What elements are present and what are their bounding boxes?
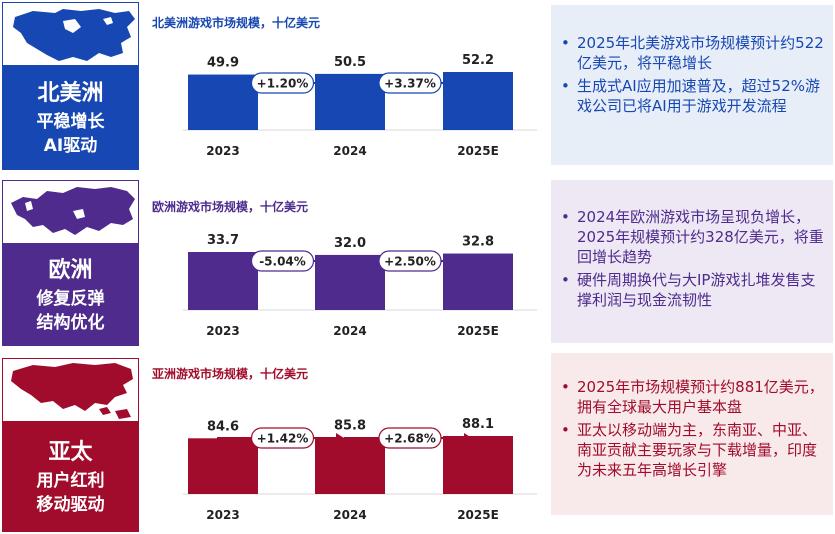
- x-tick-label: 2024: [333, 508, 366, 522]
- bullet-item: 亚太以移动端为主，东南亚、中亚、南亚贡献主要玩家与下载增量，印度为未来五年高增长…: [559, 420, 827, 480]
- bar-value-label: 32.8: [462, 235, 494, 250]
- asia-pacific-map-icon: [11, 363, 133, 419]
- region-asia-pacific: 亚太 用户红利 移动驱动 亚洲游戏市场规模，十亿美元 84.6 2023 85.8 2…: [0, 353, 835, 534]
- x-tick-label: 2025E: [457, 324, 499, 338]
- growth-arrow-head: [464, 433, 472, 443]
- bar: [443, 253, 513, 310]
- growth-pill: [378, 250, 442, 272]
- bar: [315, 437, 385, 494]
- growth-arrow-head: [464, 256, 472, 266]
- north-america-map-icon: [13, 9, 135, 61]
- region-name: 欧洲: [48, 258, 93, 283]
- bar-value-label: 85.8: [334, 419, 366, 434]
- bullet-panel: 2025年北美游戏市场规模预计约522亿美元，将平稳增长 生成式AI应用加速普及…: [551, 5, 833, 165]
- region-card-asia-pacific: 亚太 用户红利 移动驱动: [2, 358, 139, 532]
- region-north-america: 北美洲 平稳增长 AI驱动 北美洲游戏市场规模，十亿美元 49.9 2023 50.…: [0, 0, 835, 170]
- growth-arrow-head: [336, 78, 344, 88]
- bar-chart-north-america: 49.9 2023 50.5 2024 52.2 2025E +1.20% +3.37%: [145, 0, 550, 170]
- region-name: 亚太: [48, 440, 93, 465]
- growth-rate-label: -5.04%: [259, 255, 306, 269]
- map-box: [2, 180, 139, 244]
- x-tick-label: 2023: [206, 508, 239, 522]
- region-card-europe: 欧洲 修复反弹 结构优化: [2, 180, 139, 346]
- bullet-item: 2025年市场规模预计约881亿美元，拥有全球最大用户基本盘: [559, 377, 827, 417]
- bullet-item: 硬件周期换代与大IP游戏扎堆发售支撑利润与现金流韧性: [559, 270, 827, 310]
- chart-title: 北美洲游戏市场规模，十亿美元: [152, 16, 321, 30]
- x-tick-label: 2024: [333, 144, 366, 158]
- growth-rate-label: +1.20%: [257, 77, 309, 91]
- growth-rate-label: +1.42%: [257, 432, 309, 446]
- bullet-panel: 2025年市场规模预计约881亿美元，拥有全球最大用户基本盘 亚太以移动端为主，…: [551, 353, 833, 515]
- chart-title: 欧洲游戏市场规模，十亿美元: [152, 200, 309, 214]
- region-label-box: 亚太 用户红利 移动驱动: [2, 422, 139, 532]
- growth-pill: [250, 72, 315, 94]
- bar-value-label: 33.7: [207, 233, 239, 248]
- region-name: 北美洲: [37, 81, 104, 106]
- bar-value-label: 50.5: [334, 55, 366, 70]
- bar: [443, 72, 513, 130]
- growth-arrow-head: [336, 256, 344, 266]
- growth-arrow-head: [464, 78, 472, 88]
- growth-rate-label: +3.37%: [384, 77, 436, 91]
- x-tick-label: 2024: [333, 324, 366, 338]
- bullet-panel: 2024年欧洲游戏市场呈现负增长，2025年规模预计约328亿美元，将重回增长趋…: [551, 180, 833, 343]
- bullet-item: 生成式AI应用加速普及，超过52%游戏公司已将AI用于游戏开发流程: [559, 76, 827, 116]
- x-tick-label: 2023: [206, 144, 239, 158]
- growth-pill: [378, 427, 442, 449]
- region-subtitle-line: 修复反弹: [36, 289, 105, 309]
- x-tick-label: 2025E: [457, 144, 499, 158]
- growth-rate-label: +2.68%: [384, 432, 436, 446]
- bar: [188, 438, 258, 494]
- bar-value-label: 32.0: [334, 236, 366, 251]
- region-subtitle-line: 结构优化: [36, 313, 105, 333]
- growth-pill: [378, 72, 442, 94]
- region-label-box: 北美洲 平稳增长 AI驱动: [2, 66, 139, 170]
- region-subtitle-line: 用户红利: [36, 471, 105, 491]
- bar-chart-asia-pacific: 84.6 2023 85.8 2024 88.1 2025E +1.42% +2.68%: [145, 355, 550, 534]
- bar: [443, 436, 513, 494]
- growth-arrow-head: [336, 433, 344, 443]
- bullet-item: 2024年欧洲游戏市场呈现负增长，2025年规模预计约328亿美元，将重回增长趋…: [559, 207, 827, 267]
- growth-pill: [250, 250, 315, 272]
- growth-pill: [250, 427, 315, 449]
- bar-value-label: 88.1: [462, 417, 494, 432]
- europe-map-icon: [11, 187, 135, 235]
- bar-value-label: 49.9: [207, 56, 239, 71]
- bar-value-label: 52.2: [462, 53, 494, 68]
- bar: [315, 254, 385, 310]
- bullet-item: 2025年北美游戏市场规模预计约522亿美元，将平稳增长: [559, 33, 827, 73]
- growth-rate-label: +2.50%: [384, 255, 436, 269]
- x-tick-label: 2023: [206, 324, 239, 338]
- region-subtitle-line: 移动驱动: [36, 495, 105, 515]
- bar-chart-europe: 33.7 2023 32.0 2024 32.8 2025E -5.04% +2.50%: [145, 178, 550, 350]
- region-europe: 欧洲 修复反弹 结构优化 欧洲游戏市场规模，十亿美元 33.7 2023 32.0 2…: [0, 178, 835, 350]
- region-card-north-america: 北美洲 平稳增长 AI驱动: [2, 2, 139, 170]
- region-subtitle-line: 平稳增长: [36, 112, 105, 132]
- bar-value-label: 84.6: [207, 419, 239, 434]
- x-tick-label: 2025E: [457, 508, 499, 522]
- chart-title: 亚洲游戏市场规模，十亿美元: [152, 367, 309, 381]
- region-subtitle-line: AI驱动: [43, 136, 98, 156]
- map-box: [2, 358, 139, 422]
- region-label-box: 欧洲 修复反弹 结构优化: [2, 244, 139, 346]
- map-box: [2, 2, 139, 66]
